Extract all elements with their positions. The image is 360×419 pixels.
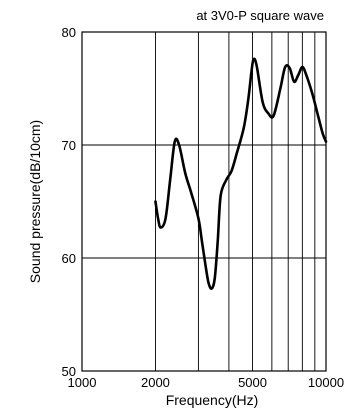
x-tick-label: 2000 (141, 375, 170, 390)
y-tick-label: 60 (62, 251, 76, 266)
y-axis-title: Sound pressure(dB/10cm) (27, 120, 43, 283)
x-axis-title: Frequency(Hz) (166, 392, 259, 408)
plot-frame (81, 31, 327, 372)
grid (82, 32, 327, 371)
x-tick-label: 5000 (238, 375, 267, 390)
y-tick-label: 50 (62, 364, 76, 379)
x-tick-label: 10000 (308, 375, 344, 390)
chart-annotation: at 3V0-P square wave (196, 8, 324, 23)
y-tick-label: 70 (62, 138, 76, 153)
y-tick-label: 80 (62, 25, 76, 40)
series-line (154, 57, 328, 290)
x-tick-label: 1000 (68, 375, 97, 390)
y-tick-labels: 50 60 70 80 (62, 25, 76, 379)
x-tick-labels: 1000 2000 5000 10000 (68, 375, 345, 390)
